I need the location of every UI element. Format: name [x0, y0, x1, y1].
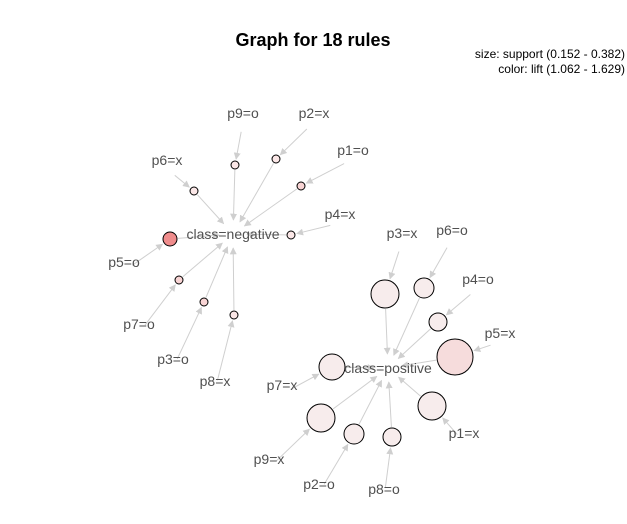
graph-title: Graph for 18 rules	[235, 30, 390, 50]
edge-p1-o-to-rule	[305, 163, 345, 184]
rule-node-p2-x-neg	[271, 154, 281, 164]
rule-node-p7-o-neg	[174, 275, 184, 285]
edge-rule-p4-o-to-pos	[397, 328, 431, 359]
item-label-p1-x: p1=x	[449, 425, 480, 441]
edge-p4-o-to-rule	[445, 294, 471, 316]
rule-node-p9-o-neg	[230, 160, 240, 170]
item-label-p4-o: p4=o	[462, 271, 494, 287]
item-label-p6-o: p6=o	[436, 222, 468, 238]
item-label-p7-o: p7=o	[123, 316, 155, 332]
edge-rule-p7-o-to-neg	[182, 242, 223, 278]
edge-rule-p5-o-to-neg	[177, 232, 220, 240]
item-label-p3-o: p3=o	[157, 351, 189, 367]
edge-p6-x-to-rule	[174, 174, 190, 188]
item-label-p9-o: p9=o	[227, 105, 259, 121]
item-label-p8-o: p8=o	[368, 481, 400, 497]
rule-node-p8-o-pos	[382, 427, 402, 447]
edge-rule-p8-o-to-pos	[385, 381, 393, 428]
edge-p1-x-to-rule	[442, 417, 458, 435]
edge-p9-o-to-rule	[233, 131, 242, 160]
rule-node-p1-o-neg	[296, 181, 306, 191]
legend-size: size: support (0.152 - 0.382)	[475, 47, 625, 61]
rule-node-p7-x-pos	[318, 353, 346, 381]
rule-node-p5-x-pos	[436, 338, 474, 376]
edge-rule-p1-x-to-pos	[398, 376, 421, 397]
edge-rule-p5-x-to-pos	[401, 359, 437, 369]
item-label-p5-o: p5=o	[108, 254, 140, 270]
rule-node-p5-o-neg	[162, 231, 178, 247]
consequent-label-pos: class=positive	[344, 360, 432, 376]
edge-p2-o-to-rule	[323, 443, 349, 485]
rule-node-p3-x-pos	[370, 279, 400, 309]
edge-p3-x-to-rule	[388, 251, 400, 280]
consequent-label-neg: class=negative	[186, 226, 279, 242]
edge-p9-x-to-rule	[275, 428, 310, 462]
rule-node-p9-x-pos	[306, 403, 336, 433]
edge-p7-o-to-rule	[144, 284, 176, 326]
item-label-p3-x: p3=x	[387, 225, 418, 241]
edge-rule-p2-o-to-pos	[358, 379, 383, 425]
edge-rule-p9-o-to-neg	[230, 169, 238, 221]
nodes-layer	[162, 154, 474, 447]
edge-p5-x-to-rule	[473, 344, 491, 353]
edge-p5-o-to-rule	[131, 243, 164, 266]
edge-p3-o-to-rule	[176, 306, 202, 360]
item-label-p5-x: p5=x	[485, 325, 516, 341]
item-label-p7-x: p7=x	[267, 377, 298, 393]
item-label-p2-x: p2=x	[299, 105, 330, 121]
edge-rule-p3-o-to-neg	[205, 246, 229, 298]
rule-node-p8-x-neg	[229, 310, 239, 320]
edge-rule-p3-x-to-pos	[383, 308, 391, 355]
edge-p7-x-to-rule	[290, 373, 320, 390]
edge-rule-p6-o-to-pos	[393, 297, 420, 356]
rule-node-p4-o-pos	[428, 312, 448, 332]
edge-rule-p4-x-to-neg	[246, 230, 287, 238]
item-label-p6-x: p6=x	[152, 152, 183, 168]
edge-rule-p6-x-to-neg	[196, 194, 225, 225]
item-label-p8-x: p8=x	[200, 373, 231, 389]
edge-p4-x-to-rule	[296, 224, 331, 236]
item-label-p1-o: p1=o	[337, 142, 369, 158]
edge-rule-p8-x-to-neg	[229, 247, 237, 311]
edge-p8-x-to-rule	[216, 320, 235, 381]
rule-node-p4-x-neg	[286, 230, 296, 240]
item-label-p9-x: p9=x	[254, 451, 285, 467]
edge-rule-p9-x-to-pos	[332, 375, 378, 410]
rule-node-p6-x-neg	[189, 186, 199, 196]
edge-p8-o-to-rule	[384, 447, 394, 489]
rule-node-p6-o-pos	[413, 277, 435, 299]
rule-node-p1-x-pos	[417, 391, 447, 421]
edge-p6-o-to-rule	[429, 247, 448, 279]
edges-layer	[131, 128, 491, 489]
item-label-p4-x: p4=x	[325, 206, 356, 222]
edge-rule-p2-x-to-neg	[239, 163, 274, 223]
edge-rule-p7-x-to-pos	[345, 364, 375, 372]
edge-p2-x-to-rule	[279, 128, 308, 156]
legend-color: color: lift (1.062 - 1.629)	[498, 62, 625, 76]
rule-node-p3-o-neg	[199, 297, 209, 307]
rule-node-p2-o-pos	[343, 423, 365, 445]
edge-rule-p1-o-to-neg	[243, 188, 298, 227]
labels-layer: p6=x p9=o p2=x p1=o p4=x p5=o p7=o p3=o p8=x p3=x…	[108, 105, 515, 497]
item-label-p2-o: p2=o	[303, 476, 335, 492]
